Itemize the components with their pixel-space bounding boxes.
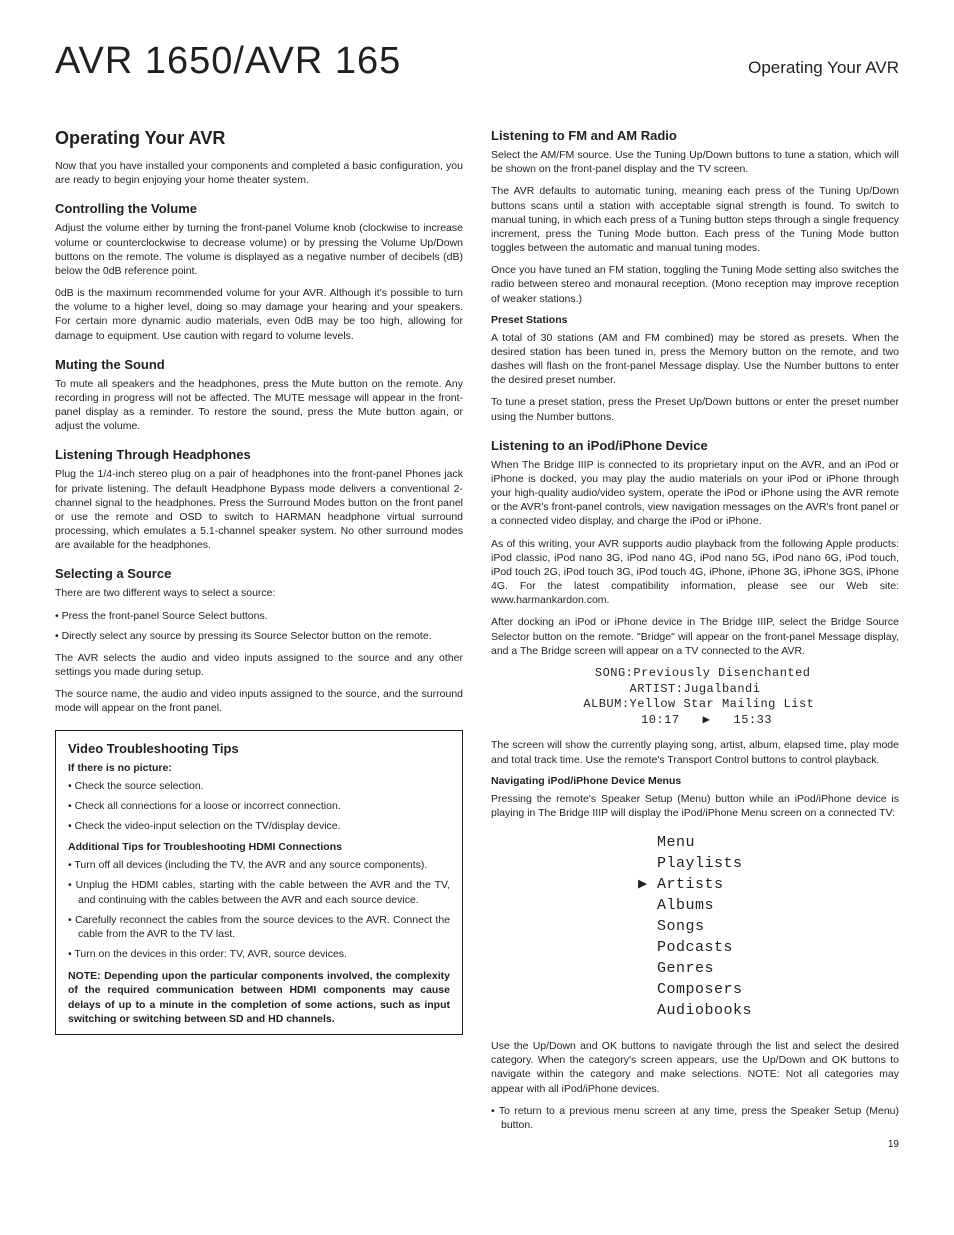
volume-heading: Controlling the Volume [55,201,463,216]
ipod-p5: Pressing the remote's Speaker Setup (Men… [491,792,899,820]
source-heading: Selecting a Source [55,566,463,581]
radio-p5: To tune a preset station, press the Pres… [491,395,899,423]
ipod-p1: When The Bridge IIIP is connected to its… [491,458,899,529]
list-item: Check the video-input selection on the T… [68,819,450,833]
box-sub2: Additional Tips for Troubleshooting HDMI… [68,841,450,853]
list-item: Press the front-panel Source Select butt… [55,609,463,623]
radio-heading: Listening to FM and AM Radio [491,128,899,143]
box-list2: Turn off all devices (including the TV, … [68,858,450,961]
volume-p2: 0dB is the maximum recommended volume fo… [55,286,463,343]
list-item: Check all connections for a loose or inc… [68,799,450,813]
source-p3: The source name, the audio and video inp… [55,687,463,715]
ipod-menu-display: Menu Playlists ▶ Artists Albums Songs Po… [638,832,752,1021]
ipod-heading: Listening to an iPod/iPhone Device [491,438,899,453]
preset-sub: Preset Stations [491,314,899,326]
headphones-p1: Plug the 1/4-inch stereo plug on a pair … [55,467,463,552]
box-sub1: If there is no picture: [68,762,450,774]
volume-p1: Adjust the volume either by turning the … [55,221,463,278]
radio-p4: A total of 30 stations (AM and FM combin… [491,331,899,388]
page-number: 19 [888,1139,899,1150]
nav-sub: Navigating iPod/iPhone Device Menus [491,775,899,787]
right-column: Listening to FM and AM Radio Select the … [491,128,899,1140]
list-item: Turn on the devices in this order: TV, A… [68,947,450,961]
ipod-return-bullet: To return to a previous menu screen at a… [491,1104,899,1132]
muting-heading: Muting the Sound [55,357,463,372]
left-column: Operating Your AVR Now that you have ins… [55,128,463,1140]
troubleshooting-box: Video Troubleshooting Tips If there is n… [55,730,463,1035]
main-heading: Operating Your AVR [55,128,463,149]
source-p1: There are two different ways to select a… [55,586,463,600]
radio-p2: The AVR defaults to automatic tuning, me… [491,184,899,255]
list-item: Check the source selection. [68,779,450,793]
ipod-p3: After docking an iPod or iPhone device i… [491,615,899,658]
ipod-p2: As of this writing, your AVR supports au… [491,537,899,608]
radio-p1: Select the AM/FM source. Use the Tuning … [491,148,899,176]
radio-p3: Once you have tuned an FM station, toggl… [491,263,899,306]
box-list1: Check the source selection. Check all co… [68,779,450,834]
source-bullets: Press the front-panel Source Select butt… [55,609,463,643]
muting-p1: To mute all speakers and the headphones,… [55,377,463,434]
box-heading: Video Troubleshooting Tips [68,741,450,756]
list-item: Unplug the HDMI cables, starting with th… [68,878,450,906]
list-item: To return to a previous menu screen at a… [491,1104,899,1132]
intro-text: Now that you have installed your compone… [55,159,463,187]
ipod-p4: The screen will show the currently playi… [491,738,899,766]
source-p2: The AVR selects the audio and video inpu… [55,651,463,679]
list-item: Directly select any source by pressing i… [55,629,463,643]
list-item: Turn off all devices (including the TV, … [68,858,450,872]
headphones-heading: Listening Through Headphones [55,447,463,462]
list-item: Carefully reconnect the cables from the … [68,913,450,941]
box-note: NOTE: Depending upon the particular comp… [68,969,450,1026]
section-label: Operating Your AVR [748,58,899,78]
ipod-p6: Use the Up/Down and OK buttons to naviga… [491,1039,899,1096]
product-title: AVR 1650/AVR 165 [55,40,401,83]
now-playing-display: SONG:Previously Disenchanted ARTIST:Juga… [491,666,899,728]
